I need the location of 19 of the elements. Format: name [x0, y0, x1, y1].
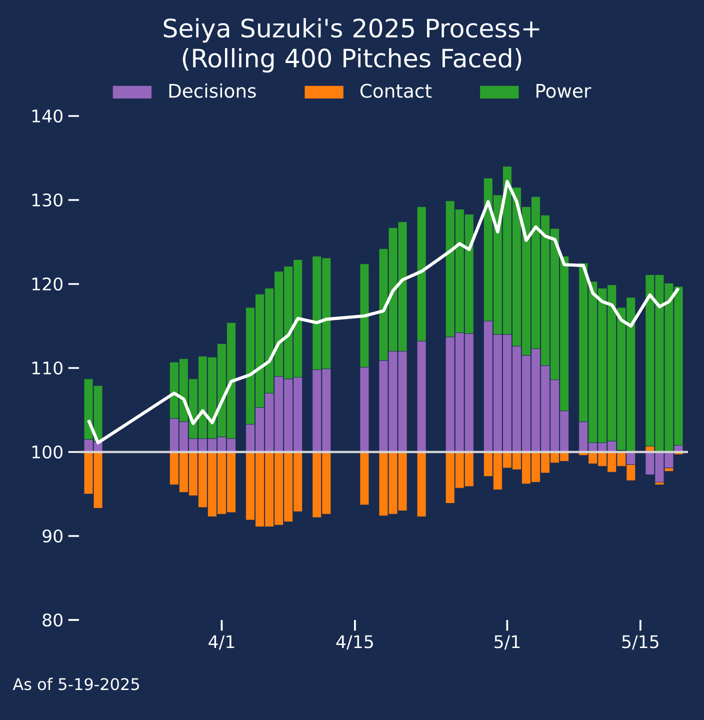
y-tick-label: 130 — [32, 193, 62, 207]
bar — [416, 452, 426, 517]
x-tick-label: 4/15 — [336, 635, 373, 650]
x-tick-label: 5/15 — [622, 635, 658, 650]
y-tick-label: 120 — [32, 277, 62, 291]
y-tick-label: 110 — [32, 361, 62, 375]
y-tick-label: 100 — [32, 445, 62, 459]
legend-label: Contact — [360, 84, 432, 98]
legend-label: Power — [536, 84, 592, 98]
line-series — [86, 180, 680, 444]
x-tick-label: 4/1 — [208, 635, 234, 650]
text: As of 5-19-2025 — [12, 678, 139, 690]
legend-label: Decisions — [169, 83, 256, 98]
y-tick-label: 80 — [42, 613, 62, 627]
y-tick-label: 140 — [32, 109, 62, 123]
x-tick-label: 5/1 — [494, 635, 520, 650]
chart-title: Seiya Suzuki's 2025 Process+ (Rolling 400 Pitches Faced) — [164, 18, 540, 73]
y-tick-label: 90 — [42, 529, 62, 543]
bar — [360, 452, 370, 506]
